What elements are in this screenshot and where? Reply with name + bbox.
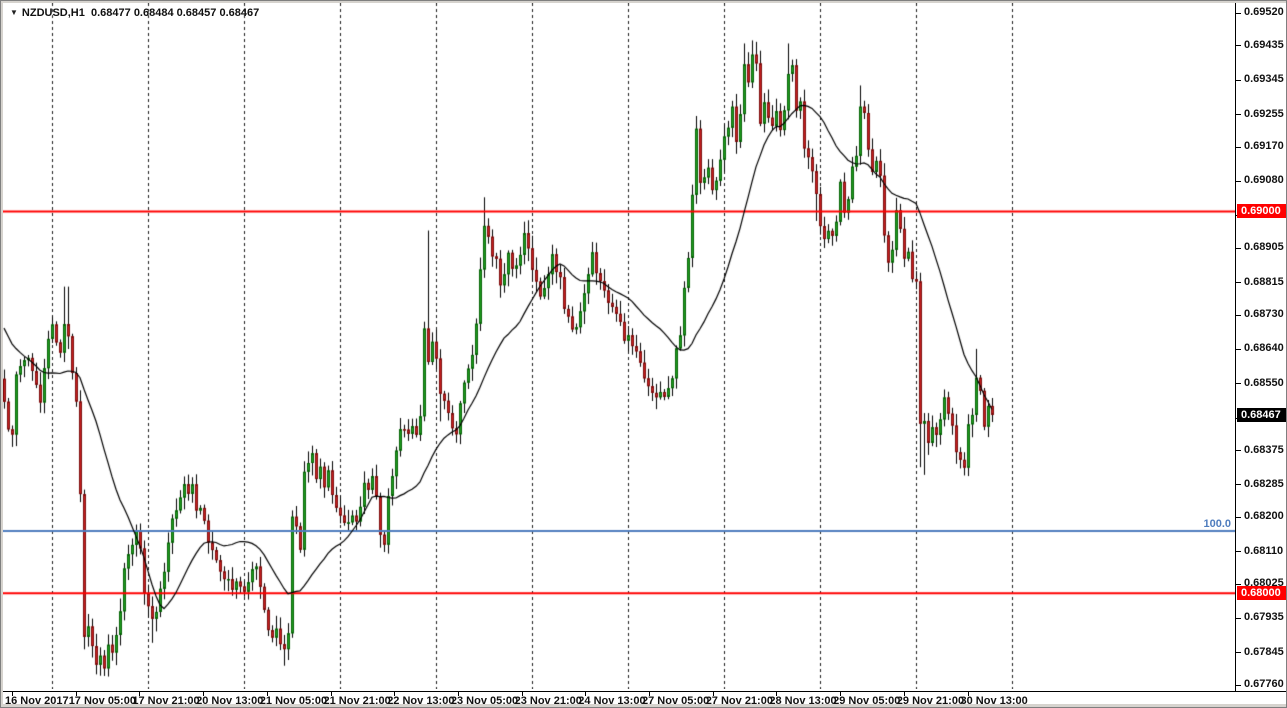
price-axis-label: 0.68730 [1244,308,1284,320]
time-axis-tick [12,692,13,696]
price-axis-tick [1236,114,1241,116]
price-axis-tick [1236,551,1241,553]
time-axis-tick [649,692,650,696]
time-axis-tick [139,692,141,696]
time-axis-tick [457,692,459,696]
time-axis-tick [521,692,523,696]
symbol-timeframe-label: NZDUSD,H1 [21,7,85,19]
price-axis-label: 0.68025 [1244,577,1284,590]
price-axis-tick [1236,516,1241,518]
price-axis-tick [1236,79,1241,81]
price-axis-tick [1236,12,1241,14]
price-axis-label: 0.68285 [1244,477,1284,490]
price-axis-label: 0.69520 [1244,6,1284,19]
price-axis-label: 0.68200 [1244,510,1284,523]
price-axis-label: 0.69345 [1244,73,1284,86]
price-axis-label: 0.68110 [1244,544,1284,557]
price-axis-label: 0.67760 [1244,678,1284,691]
price-axis-label: 0.67935 [1244,611,1284,624]
price-axis-tick [1236,484,1241,486]
price-axis-tick [1236,146,1241,148]
price-axis-label: 0.68815 [1244,275,1284,288]
price-axis-label: 0.68640 [1244,342,1284,355]
time-axis-tick [967,692,969,696]
price-axis-label: 0.69080 [1244,174,1284,187]
time-axis-tick [330,692,332,696]
price-axis-label: 0.69170 [1244,140,1284,153]
price-axis-tick [1236,652,1241,654]
price-level-badge: 0.69000 [1237,204,1286,219]
fibonacci-level-label[interactable]: 100.0 [1203,517,1231,530]
price-chart-canvas[interactable] [3,3,1235,689]
time-axis-tick [585,692,587,696]
current-price-badge: 0.68467 [1237,407,1286,422]
window-bottom-edge [1,704,1286,707]
price-axis-label: 0.68905 [1244,241,1284,254]
price-axis-label: 0.68550 [1244,376,1284,389]
time-axis-tick [712,692,714,696]
time-axis-tick [840,692,842,696]
time-axis-tick [776,692,778,696]
time-axis-tick [75,692,77,696]
price-axis-label: 0.69255 [1244,107,1284,120]
price-axis-tick [1236,348,1241,350]
price-axis-tick [1236,383,1241,385]
price-axis-tick [1236,282,1241,284]
price-axis-tick [1236,45,1241,47]
price-axis-label: 0.69435 [1244,38,1284,51]
price-axis-tick [1236,617,1241,619]
chart-area: ▼ NZDUSD,H1 0.68477 0.68484 0.68457 0.684… [3,3,1286,707]
price-axis-tick [1236,684,1241,686]
price-axis-tick [1236,450,1241,452]
quote-ohlc-label: 0.68477 0.68484 0.68457 0.68467 [91,7,260,19]
price-axis-tick [1236,247,1241,249]
symbol-marker-icon: ▼ [10,8,18,17]
time-axis-tick [903,692,905,696]
chart-title: ▼ NZDUSD,H1 0.68477 0.68484 0.68457 0.684… [10,7,259,19]
time-axis-tick [394,692,396,696]
price-axis[interactable]: 0.69520 0.69435 0.69345 0.69255 0.69170 0.690… [1235,3,1286,691]
price-axis-tick [1236,583,1241,585]
time-axis-tick [203,692,205,696]
price-axis-label: 0.68375 [1244,443,1284,456]
price-axis-tick [1236,180,1241,182]
time-axis-tick [266,692,268,696]
price-axis-tick [1236,314,1241,316]
price-axis-label: 0.67845 [1244,645,1284,658]
price-level-badge: 0.68000 [1237,586,1286,601]
